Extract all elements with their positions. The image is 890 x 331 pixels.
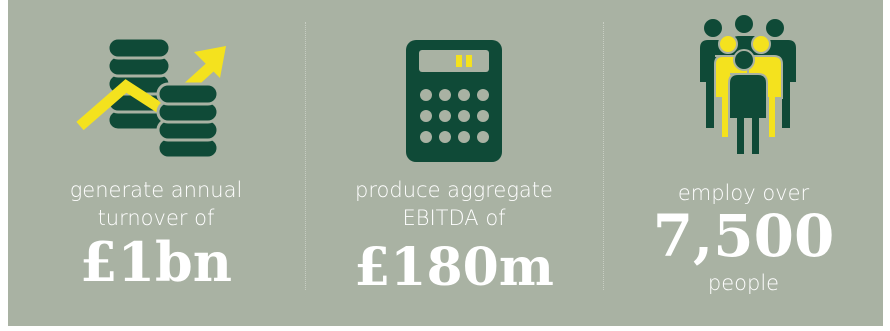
stat-line-2: EBITDA of — [402, 206, 506, 230]
stat-ebitda: produce aggregate EBITDA of £180m — [306, 0, 602, 326]
stat-value: £1bn — [79, 230, 233, 294]
stat-value: £180m — [354, 237, 554, 298]
stat-line-2: turnover of — [97, 206, 215, 230]
stat-turnover: generate annual turnover of £1bn — [8, 0, 304, 326]
stat-line-2: people — [707, 271, 780, 295]
stat-value: 7,500 — [652, 202, 835, 270]
stat-line-1: generate annual — [69, 178, 243, 202]
stat-line-1: produce aggregate — [355, 178, 553, 202]
divider — [305, 22, 306, 290]
stat-employees: employ over 7,500 people — [604, 0, 883, 326]
stat-line-1: employ over — [677, 181, 810, 205]
coins-growth-icon — [76, 36, 226, 160]
divider — [603, 22, 604, 290]
people-group-icon — [700, 15, 796, 156]
calculator-icon — [406, 40, 502, 162]
